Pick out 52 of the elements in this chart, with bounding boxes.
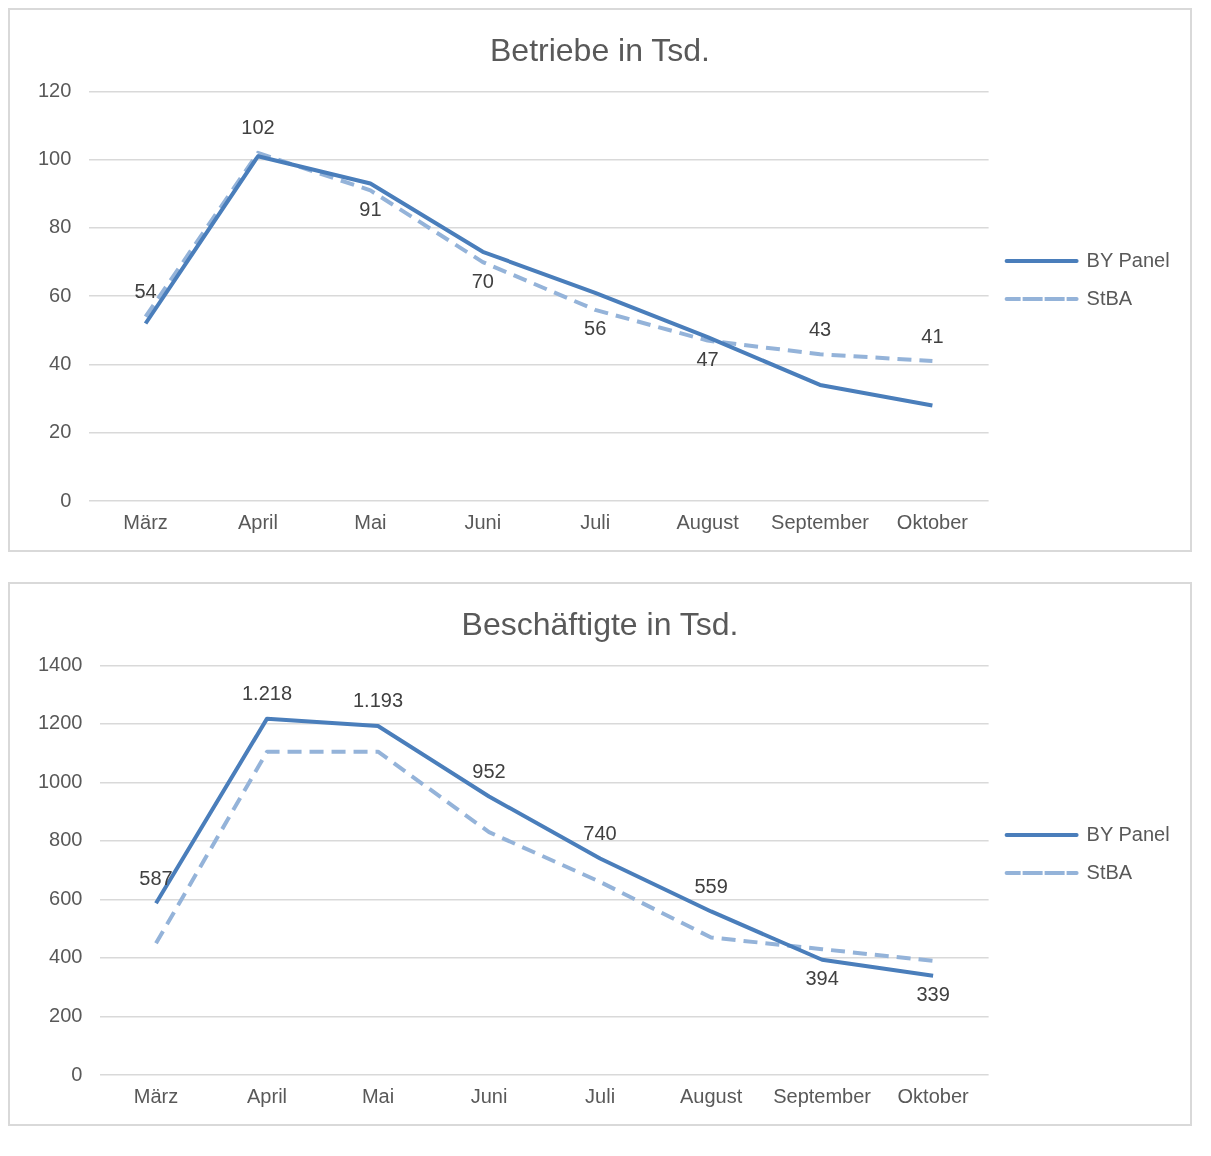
- data-label: 91: [359, 197, 382, 220]
- y-tick-label: 0: [71, 1062, 83, 1085]
- data-label: 1.193: [353, 689, 404, 712]
- data-label: 43: [808, 317, 832, 340]
- y-tick-label: 120: [37, 78, 72, 101]
- x-tick-label: August: [676, 510, 740, 533]
- x-tick-label: April: [237, 510, 278, 533]
- data-label: 41: [921, 324, 944, 347]
- data-label: 47: [696, 348, 719, 371]
- data-label: 70: [471, 269, 494, 292]
- x-tick-label: März: [123, 510, 168, 533]
- legend-label: BY Panel: [1086, 248, 1170, 271]
- x-tick-label: Mai: [361, 1084, 395, 1107]
- data-label: 56: [584, 317, 607, 340]
- x-tick-label: Juli: [585, 1084, 616, 1107]
- y-tick-label: 100: [37, 147, 72, 170]
- x-tick-label: April: [247, 1084, 288, 1107]
- y-tick-label: 600: [49, 886, 83, 909]
- data-label: 1.218: [241, 682, 293, 705]
- y-tick-label: 200: [49, 1004, 83, 1026]
- x-tick-label: Oktober: [897, 1084, 970, 1107]
- data-label: 339: [916, 983, 950, 1006]
- x-tick-label: September: [773, 1084, 872, 1107]
- legend-label: BY Panel: [1086, 822, 1170, 845]
- y-tick-label: 60: [49, 283, 72, 306]
- y-tick-label: 80: [49, 215, 72, 238]
- x-tick-label: Oktober: [896, 510, 969, 533]
- x-tick-label: Mai: [354, 510, 387, 533]
- x-tick-label: Juli: [580, 510, 611, 533]
- data-label: 740: [583, 822, 617, 845]
- data-label: 102: [241, 116, 275, 139]
- chart-title: Betriebe in Tsd.: [490, 32, 710, 69]
- x-tick-label: September: [771, 510, 870, 533]
- y-tick-label: 400: [49, 945, 83, 968]
- chart-title: Beschäftigte in Tsd.: [461, 606, 739, 643]
- y-tick-label: 20: [49, 420, 72, 443]
- x-tick-label: März: [133, 1084, 179, 1107]
- y-tick-label: 0: [60, 488, 72, 511]
- y-tick-label: 1000: [37, 769, 83, 792]
- data-label: 394: [805, 967, 839, 990]
- data-label: 952: [472, 759, 506, 782]
- legend-label: StBA: [1086, 286, 1133, 309]
- data-label: 559: [694, 874, 728, 897]
- x-tick-label: Juni: [464, 510, 502, 533]
- y-tick-label: 800: [49, 828, 83, 851]
- y-tick-label: 1400: [37, 652, 83, 675]
- legend-label: StBA: [1086, 860, 1133, 883]
- x-tick-label: August: [679, 1084, 743, 1107]
- y-tick-label: 40: [49, 351, 72, 374]
- y-tick-label: 1200: [37, 711, 83, 734]
- data-label: 54: [134, 280, 157, 303]
- x-tick-label: Juni: [470, 1084, 508, 1107]
